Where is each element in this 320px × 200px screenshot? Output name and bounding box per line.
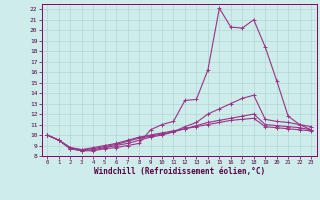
- X-axis label: Windchill (Refroidissement éolien,°C): Windchill (Refroidissement éolien,°C): [94, 167, 265, 176]
